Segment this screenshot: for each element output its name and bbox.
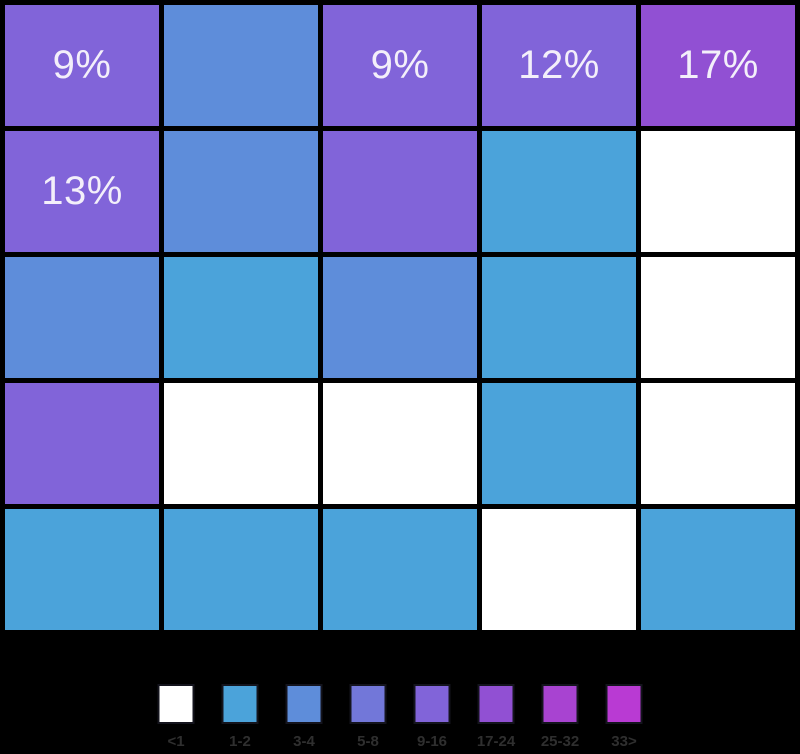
heatmap-cell (482, 131, 636, 252)
heatmap-cell (482, 509, 636, 630)
legend-bin-label: 3-4 (293, 733, 315, 750)
heatmap-cell (641, 131, 795, 252)
cell-value-label: 9% (370, 43, 430, 87)
heatmap-cell (641, 383, 795, 504)
cell-value-label: 13% (41, 169, 123, 213)
heatmap-cell (164, 383, 318, 504)
legend-swatch (157, 684, 195, 724)
legend-item: 9-16 (412, 684, 453, 750)
cell-value-label: 12% (518, 43, 600, 87)
heatmap-cell (5, 383, 159, 504)
heatmap-cell (323, 383, 477, 504)
heatmap-cell (323, 509, 477, 630)
legend-swatch (605, 684, 643, 724)
legend-item: 5-8 (348, 684, 389, 750)
legend-item: 25-32 (540, 684, 581, 750)
heatmap-cell: 9% (5, 5, 159, 126)
heatmap-cell (482, 383, 636, 504)
heatmap-cell: 9% (323, 5, 477, 126)
heatmap-cell (164, 509, 318, 630)
legend-swatch (541, 684, 579, 724)
legend-swatch (477, 684, 515, 724)
heatmap-cell (164, 5, 318, 126)
heatmap-cell: 17% (641, 5, 795, 126)
legend-bin-label: <1 (167, 733, 185, 750)
heatmap-cell (164, 257, 318, 378)
legend-bin-label: 5-8 (357, 733, 379, 750)
heatmap-cell (5, 257, 159, 378)
heatmap-cell: 13% (5, 131, 159, 252)
legend-item: 1-2 (220, 684, 261, 750)
legend-bin-label: 25-32 (540, 733, 580, 750)
legend-item: <1 (156, 684, 197, 750)
legend-item: 3-4 (284, 684, 325, 750)
heatmap-cell (323, 131, 477, 252)
heatmap-cell (641, 257, 795, 378)
cell-value-label: 9% (52, 43, 112, 87)
legend-bin-label: 33> (611, 733, 637, 750)
heatmap-grid: 9% 9% 12% 17% 13% (5, 5, 795, 630)
heatmap-cell: 12% (482, 5, 636, 126)
heatmap-cell (482, 257, 636, 378)
legend-swatch (413, 684, 451, 724)
heatmap-cell (164, 131, 318, 252)
legend-swatch (285, 684, 323, 724)
legend-swatch (221, 684, 259, 724)
legend-bin-label: 1-2 (229, 733, 251, 750)
legend-item: 17-24 (476, 684, 517, 750)
heatmap-cell (323, 257, 477, 378)
heatmap-cell (5, 509, 159, 630)
legend-bin-label: 9-16 (416, 733, 448, 750)
legend-swatch (349, 684, 387, 724)
legend-bin-label: 17-24 (476, 733, 516, 750)
heatmap-cell (641, 509, 795, 630)
legend-item: 33> (604, 684, 645, 750)
legend: <1 1-2 3-4 5-8 9-16 17-24 25-32 33> (156, 684, 645, 750)
cell-value-label: 17% (677, 43, 759, 87)
